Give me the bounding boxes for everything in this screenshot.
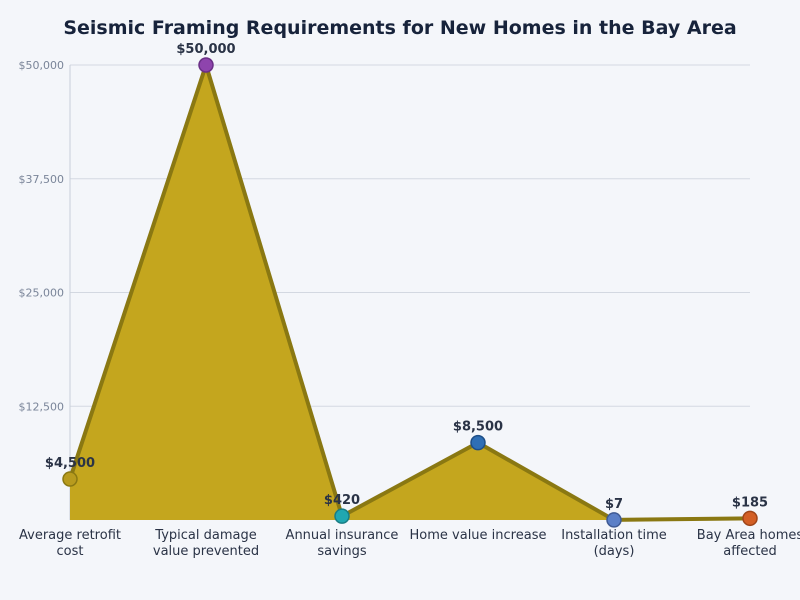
data-labels: $4,500 $50,000 $420 $8,500 $7 $185 (45, 42, 768, 512)
data-label: $50,000 (176, 42, 235, 57)
y-tick-label: $50,000 (19, 59, 65, 72)
data-points (62, 57, 758, 528)
x-axis-ticks: Average retrofit cost Typical damage value … (19, 528, 800, 559)
x-tick-label: Installation time (days) (561, 528, 667, 559)
x-tick-label: Annual insurance savings (286, 528, 399, 559)
data-label: $185 (732, 495, 768, 510)
data-point[interactable] (606, 512, 622, 528)
series-line (68, 63, 751, 522)
area-layer (68, 63, 751, 522)
y-tick-label: $12,500 (19, 400, 65, 413)
data-point[interactable] (198, 57, 214, 73)
data-point[interactable] (62, 471, 78, 487)
x-tick-label: Home value increase (410, 528, 547, 543)
data-point[interactable] (742, 510, 758, 527)
data-label: $7 (605, 497, 623, 512)
x-tick-label: Average retrofit cost (19, 528, 121, 559)
y-tick-label: $25,000 (19, 287, 65, 300)
data-label: $8,500 (453, 420, 503, 435)
data-label: $420 (324, 493, 360, 508)
data-point[interactable] (334, 508, 350, 524)
y-axis-ticks: $12,500 $25,000 $37,500 $50,000 (19, 59, 65, 413)
data-label: $4,500 (45, 456, 95, 471)
data-point[interactable] (470, 434, 486, 451)
x-tick-label: Typical damage value prevented (153, 528, 259, 559)
y-tick-label: $37,500 (19, 173, 65, 186)
chart-title: Seismic Framing Requirements for New Hom… (63, 17, 736, 39)
x-tick-label: Bay Area homes affected (697, 528, 800, 559)
